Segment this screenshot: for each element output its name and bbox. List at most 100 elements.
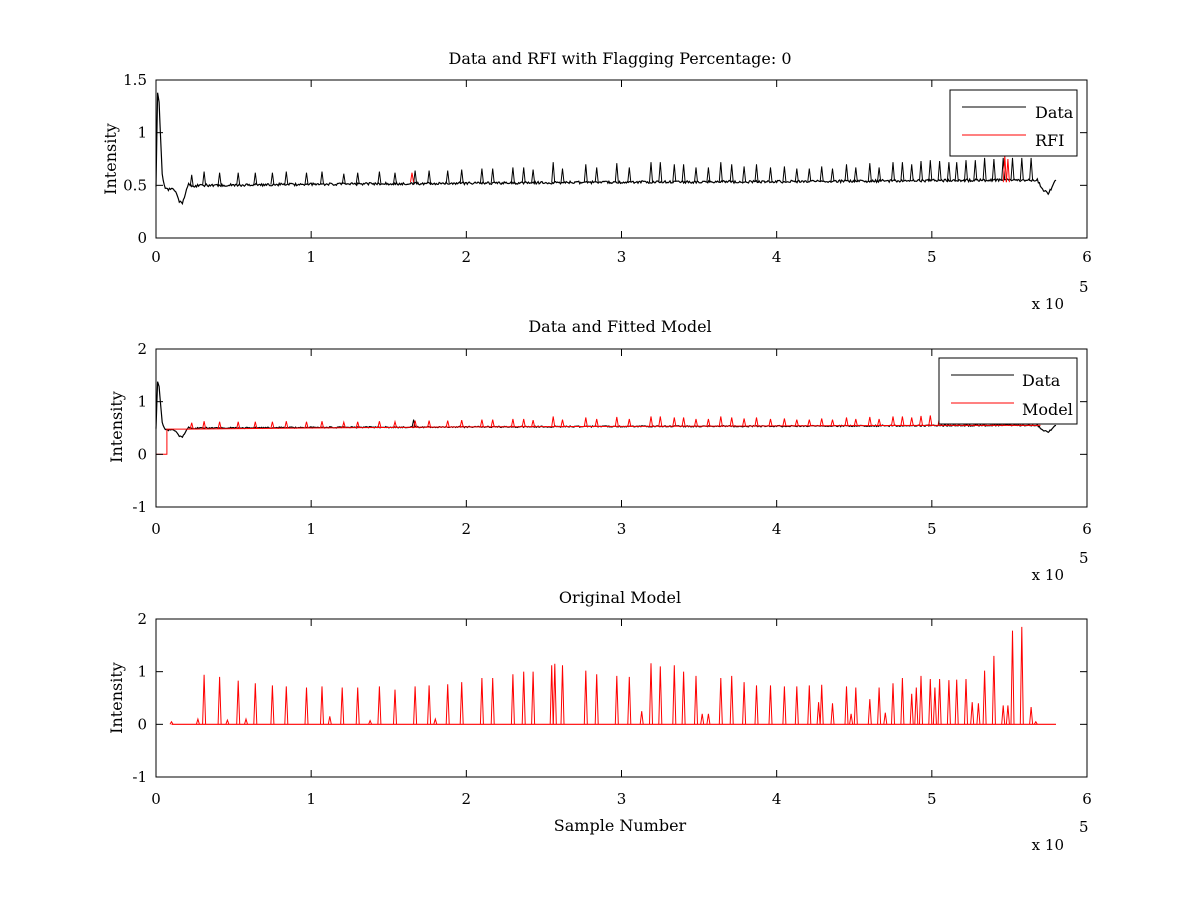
series-model-spike	[649, 416, 653, 427]
series-model-spike	[594, 418, 599, 427]
series-data-spike	[973, 160, 978, 181]
series-model-spike	[807, 419, 812, 426]
series-data-spike	[614, 163, 619, 183]
series-series-spike	[900, 677, 905, 725]
panel-3-axes-box	[155, 618, 1088, 778]
panel-1-ylabel: Intensity	[101, 123, 120, 195]
y-tick-label: 0	[137, 229, 147, 247]
series-series-spike	[195, 717, 200, 725]
series-data-spike	[304, 172, 309, 185]
y-tick-label: 0	[137, 715, 147, 733]
series-model-spike	[393, 419, 397, 428]
series-data-spike	[782, 166, 787, 182]
series-series-spike	[914, 687, 919, 725]
series-model-spike	[320, 421, 324, 429]
series-data-spike	[393, 172, 397, 184]
series-data-spike	[729, 164, 734, 182]
series-model-spike	[900, 416, 905, 426]
series-data-spike	[270, 172, 275, 185]
series-series-spike	[340, 687, 345, 725]
series-data-spike	[877, 167, 882, 182]
series-series-spike	[672, 665, 677, 725]
series-series-spike	[729, 675, 734, 725]
series-series-spike	[1005, 705, 1010, 725]
panel-1: Data and RFI with Flagging Percentage: 0…	[101, 49, 1092, 313]
series-data-spike	[531, 169, 536, 183]
x-tick-label: 5	[927, 520, 937, 538]
y-tick-label: 2	[137, 610, 147, 628]
series-data-spike	[236, 172, 241, 186]
x-tick-label: 1	[306, 790, 316, 808]
legend-label-rfi: RFI	[1035, 131, 1064, 150]
series-model-spike	[830, 419, 835, 426]
series-series-spike	[594, 674, 599, 725]
y-tick-label: -1	[132, 768, 147, 786]
series-data-spike	[1029, 157, 1034, 181]
series-model-spike	[819, 418, 824, 426]
series-series-spike	[490, 677, 495, 725]
series-data-spike	[768, 167, 773, 182]
series-data-spike	[583, 164, 588, 183]
series-series-spike	[270, 685, 275, 725]
series-model-spike	[844, 417, 849, 426]
x-tick-label: 5	[927, 248, 937, 266]
panel-3-series	[169, 626, 1056, 725]
series-series-spike	[510, 674, 515, 725]
series-series-spike	[549, 665, 554, 725]
series-model-spike	[189, 422, 194, 430]
series-series-spike	[954, 679, 959, 725]
series-model-spike	[909, 417, 914, 426]
series-data-spike	[1010, 157, 1015, 181]
series-model-spike	[694, 418, 698, 427]
x-tick-label: 4	[772, 248, 782, 266]
series-model-spike	[490, 419, 495, 428]
y-tick-label: 1	[137, 393, 147, 411]
series-data-spike	[867, 163, 872, 182]
series-series-spike	[368, 719, 373, 725]
series-series-spike	[552, 663, 557, 725]
series-data-spike	[954, 162, 959, 181]
panel-1-x-multiplier-exp: 5	[1079, 278, 1089, 296]
series-series-spike	[583, 670, 588, 725]
series-model-spike	[681, 417, 686, 427]
series-series-spike	[244, 717, 248, 725]
series-model-spike	[782, 418, 787, 426]
series-model-spike	[928, 415, 933, 426]
series-series-spike	[982, 670, 987, 725]
series-data-spike	[649, 162, 653, 183]
series-data-line	[155, 92, 1057, 206]
series-series-spike	[433, 717, 438, 725]
panel-2-title: Data and Fitted Model	[528, 317, 711, 336]
series-series-spike	[355, 687, 360, 725]
series-series-spike	[560, 665, 565, 725]
series-model-spike	[355, 421, 360, 428]
series-model-spike	[270, 421, 275, 429]
series-series-spike	[614, 675, 619, 725]
panel-2-x-multiplier: x 10	[1032, 566, 1064, 584]
series-model-spike	[459, 419, 464, 428]
series-data-spike	[909, 164, 914, 181]
series-data-spike	[355, 172, 360, 185]
series-series-spike	[445, 684, 450, 725]
series-data-spike	[217, 172, 222, 186]
panel-1-axes-box	[155, 79, 1088, 239]
series-data-spike	[681, 164, 686, 183]
x-tick-label: 4	[772, 520, 782, 538]
series-data-spike	[706, 167, 711, 182]
panel-1-legend-box	[949, 89, 1078, 157]
series-series-spike	[976, 703, 981, 725]
series-model-spike	[658, 416, 663, 427]
series-series-spike	[694, 675, 698, 725]
series-series-spike	[768, 685, 773, 725]
series-series-spike	[1010, 630, 1015, 725]
series-data-spike	[202, 171, 207, 186]
series-data-spike	[427, 170, 432, 184]
x-tick-label: 0	[151, 790, 161, 808]
panel-1-x-multiplier: x 10	[1032, 295, 1064, 313]
x-tick-label: 0	[151, 248, 161, 266]
series-data-spike	[819, 166, 824, 182]
series-series-spike	[304, 687, 309, 725]
x-tick-label: 4	[772, 790, 782, 808]
series-model-spike	[427, 420, 432, 428]
series-model-spike	[551, 416, 556, 427]
